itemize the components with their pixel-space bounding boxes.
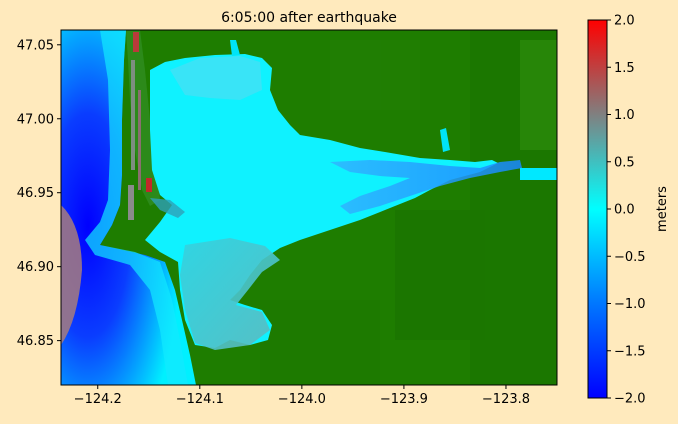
x-axis: −124.2 −124.1 −124.0 −123.9 −123.8 [74, 385, 530, 407]
nearshore-band [85, 30, 188, 385]
river-channel [330, 160, 522, 214]
y-tick-label: 46.95 [17, 186, 54, 201]
spit-gray-streaks [128, 32, 152, 220]
colorbar-tick-label: −0.5 [614, 250, 646, 265]
colorbar-tick-label: 2.0 [614, 14, 635, 29]
y-tick-label: 47.05 [17, 38, 54, 53]
colorbar-tick-label: 0.5 [614, 155, 635, 170]
chart-title: 6:05:00 after earthquake [221, 10, 397, 26]
y-tick-label: 46.90 [17, 260, 54, 275]
colorbar-tick-label: 1.5 [614, 61, 635, 76]
x-tick-label: −124.0 [278, 392, 326, 407]
colorbar-label: meters [655, 186, 670, 232]
colorbar-tick-label: 0.0 [614, 203, 635, 218]
positive-anomaly-patch [61, 205, 82, 345]
x-tick-label: −123.8 [482, 392, 530, 407]
colorbar-tick-label: −2.0 [614, 392, 646, 407]
colorbar-tick-label: −1.5 [614, 344, 646, 359]
bay-south-gray [180, 238, 280, 350]
y-axis: 46.85 46.90 46.95 47.00 47.05 [17, 38, 61, 349]
x-tick-label: −124.1 [176, 392, 224, 407]
colorbar-axis: −2.0 −1.5 −1.0 −0.5 0.0 0.5 1.0 1.5 2.0 [607, 14, 646, 407]
y-tick-label: 47.00 [17, 112, 54, 127]
colorbar [587, 19, 608, 399]
x-tick-label: −123.9 [380, 392, 428, 407]
plot-area [61, 30, 557, 385]
plot-frame [60, 29, 558, 386]
river-inlet [520, 168, 557, 180]
bay-north-tint [170, 56, 262, 100]
x-tick-label: −124.2 [74, 392, 122, 407]
harbor-mouth-bar [150, 198, 185, 218]
colorbar-tick-label: 1.0 [614, 108, 635, 123]
y-tick-label: 46.85 [17, 334, 54, 349]
colorbar-tick-label: −1.0 [614, 297, 646, 312]
land-texture [260, 30, 557, 385]
